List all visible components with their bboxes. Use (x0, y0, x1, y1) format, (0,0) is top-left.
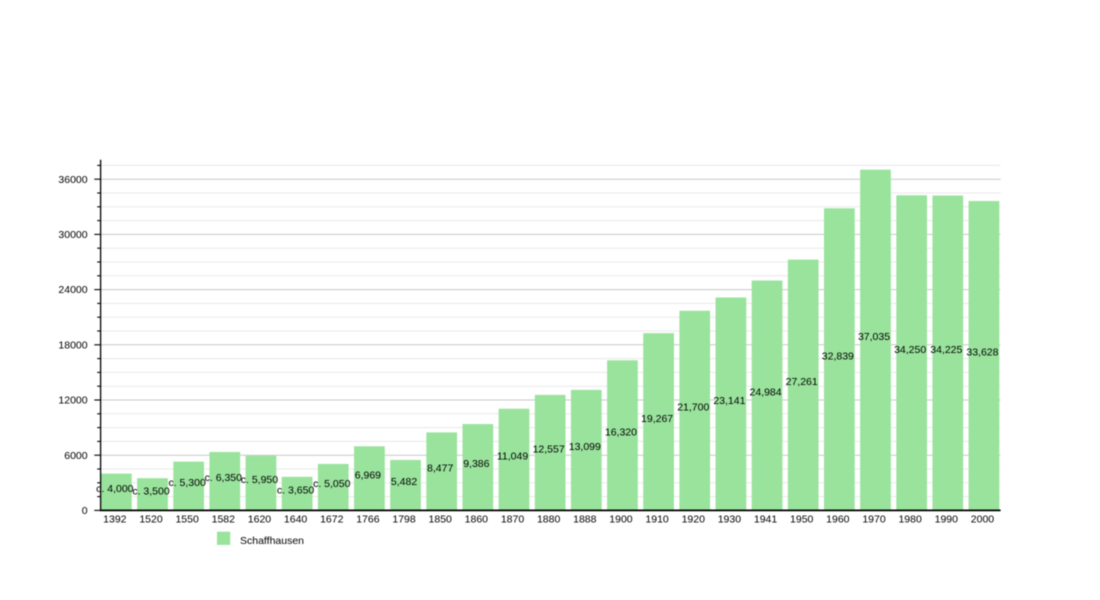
svg-text:8,477: 8,477 (427, 462, 453, 474)
svg-text:12,557: 12,557 (533, 444, 565, 456)
svg-text:c. 5,950: c. 5,950 (241, 474, 279, 486)
svg-text:Schaffhausen: Schaffhausen (240, 535, 304, 547)
svg-text:34,225: 34,225 (930, 344, 962, 356)
svg-text:30000: 30000 (58, 229, 87, 241)
svg-text:1910: 1910 (645, 514, 669, 526)
svg-text:6,969: 6,969 (355, 469, 381, 481)
svg-text:37,035: 37,035 (858, 331, 890, 343)
svg-text:1900: 1900 (609, 514, 633, 526)
svg-text:c. 5,300: c. 5,300 (168, 477, 206, 489)
svg-text:1620: 1620 (248, 514, 272, 526)
svg-text:1941: 1941 (754, 514, 778, 526)
svg-text:33,628: 33,628 (966, 347, 998, 359)
svg-text:1860: 1860 (465, 514, 489, 526)
svg-text:c. 3,650: c. 3,650 (277, 485, 315, 497)
svg-text:5,482: 5,482 (391, 476, 417, 488)
svg-text:1766: 1766 (356, 514, 380, 526)
svg-text:32,839: 32,839 (822, 350, 854, 362)
svg-text:c. 4,000: c. 4,000 (96, 483, 134, 495)
svg-text:11,049: 11,049 (497, 451, 528, 463)
svg-text:9,386: 9,386 (463, 458, 489, 470)
svg-text:1392: 1392 (103, 514, 127, 526)
svg-text:1550: 1550 (175, 514, 199, 526)
svg-text:1870: 1870 (501, 514, 525, 526)
svg-text:0: 0 (82, 505, 88, 517)
svg-text:1520: 1520 (139, 514, 163, 526)
svg-text:c. 3,500: c. 3,500 (132, 485, 170, 497)
svg-text:24000: 24000 (58, 284, 87, 296)
svg-text:1990: 1990 (935, 514, 959, 526)
svg-text:16,320: 16,320 (605, 426, 637, 438)
svg-text:1640: 1640 (284, 514, 308, 526)
svg-text:19,267: 19,267 (641, 413, 673, 425)
svg-text:1970: 1970 (862, 514, 886, 526)
svg-text:1950: 1950 (790, 514, 814, 526)
svg-text:24,984: 24,984 (749, 386, 781, 398)
svg-text:1920: 1920 (682, 514, 706, 526)
svg-text:c. 6,350: c. 6,350 (205, 472, 243, 484)
svg-text:23,141: 23,141 (713, 395, 745, 407)
svg-text:6000: 6000 (64, 450, 88, 462)
svg-text:1880: 1880 (537, 514, 561, 526)
svg-text:1960: 1960 (826, 514, 850, 526)
svg-text:2000: 2000 (971, 514, 995, 526)
svg-text:1850: 1850 (429, 514, 453, 526)
svg-text:12000: 12000 (58, 395, 87, 407)
svg-text:18000: 18000 (58, 339, 87, 351)
svg-text:21,700: 21,700 (677, 402, 709, 414)
svg-text:1980: 1980 (898, 514, 922, 526)
svg-text:1888: 1888 (573, 514, 597, 526)
svg-text:1798: 1798 (392, 514, 416, 526)
svg-text:27,261: 27,261 (786, 376, 818, 388)
svg-text:13,099: 13,099 (569, 441, 601, 453)
svg-text:36000: 36000 (58, 174, 87, 186)
svg-text:1672: 1672 (320, 514, 344, 526)
svg-text:1582: 1582 (212, 514, 236, 526)
svg-text:c. 5,050: c. 5,050 (313, 478, 351, 490)
svg-text:34,250: 34,250 (894, 344, 926, 356)
svg-text:1930: 1930 (718, 514, 742, 526)
